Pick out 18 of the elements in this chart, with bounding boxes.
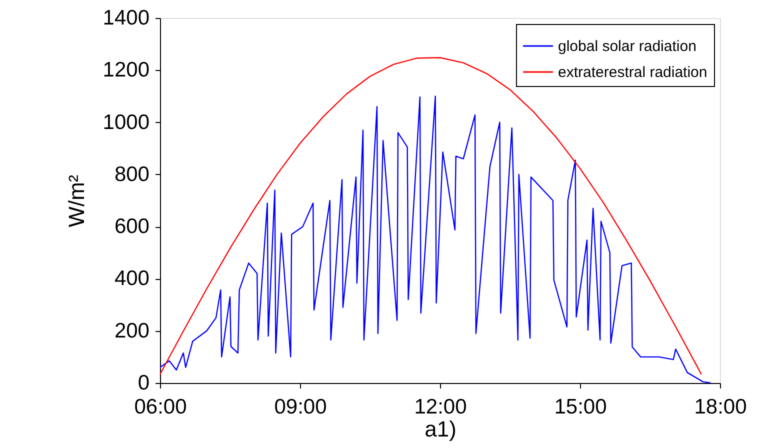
y-tick-label: 600 <box>114 215 150 238</box>
y-axis-title: W/m² <box>64 174 89 228</box>
legend-label: global solar radiation <box>558 38 696 55</box>
y-tick-label: 800 <box>114 162 150 186</box>
x-tick-label: 09:00 <box>274 396 327 418</box>
y-tick-label: 1200 <box>102 58 150 82</box>
x-tick-label: 15:00 <box>554 396 607 418</box>
legend-label: extraterestral radiation <box>558 64 708 81</box>
y-tick-label: 0 <box>138 372 150 394</box>
y-tick-label: 200 <box>114 319 150 342</box>
y-tick-label: 400 <box>114 267 150 290</box>
y-tick-label: 1000 <box>102 110 150 134</box>
x-tick-label: 18:00 <box>694 396 747 418</box>
y-tick-label: 1400 <box>102 6 150 30</box>
x-axis-title: a1) <box>424 416 456 442</box>
x-tick-label: 12:00 <box>414 396 467 418</box>
x-tick-label: 06:00 <box>134 396 187 418</box>
line-series <box>159 96 712 384</box>
